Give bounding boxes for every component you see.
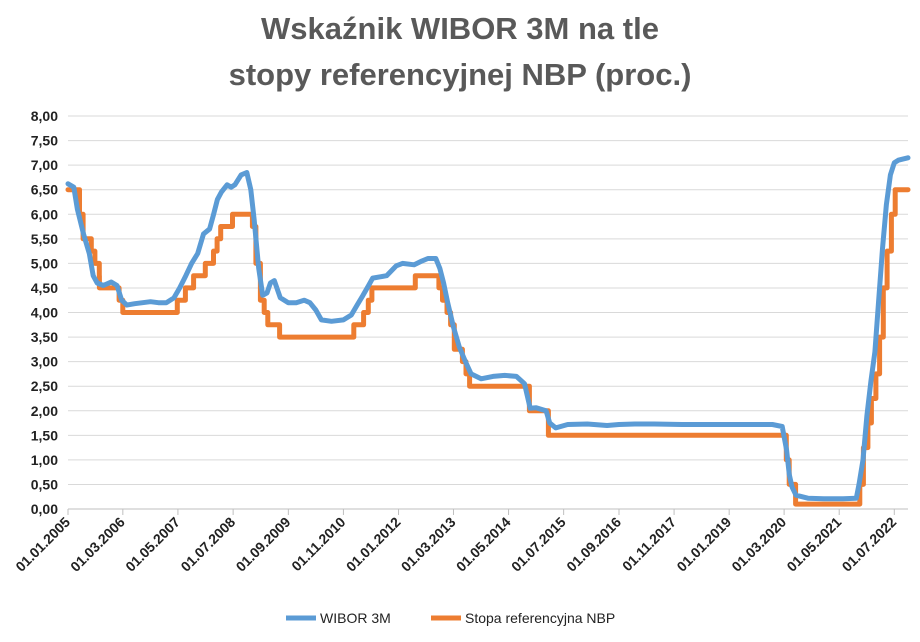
x-tick-label: 01.03.2013 (398, 514, 459, 575)
y-tick-label: 2,00 (31, 403, 58, 419)
y-tick-label: 2,50 (31, 378, 58, 394)
y-tick-label: 1,50 (31, 427, 58, 443)
x-tick-label: 01.03.2006 (67, 514, 128, 575)
legend-item-stopa-referencyjna: Stopa referencyjna NBP (431, 610, 615, 626)
legend-label: Stopa referencyjna NBP (465, 610, 615, 626)
series-line-wibor-3m (65, 155, 911, 502)
y-tick-label: 0,00 (31, 501, 58, 517)
x-tick-label: 01.05.2007 (122, 514, 183, 575)
chart-title-line-2: stopy referencyjnej NBP (proc.) (228, 57, 692, 92)
y-tick-label: 3,50 (31, 329, 58, 345)
chart-title: Wskaźnik WIBOR 3M na tle stopy referency… (0, 6, 920, 98)
gridlines (68, 115, 908, 510)
y-tick-label: 5,50 (31, 231, 58, 247)
x-tick-label: 01.03.2020 (728, 514, 789, 575)
y-tick-label: 7,00 (31, 157, 58, 173)
x-tick-label: 01.07.2015 (508, 514, 569, 575)
x-tick-label: 01.05.2021 (783, 514, 844, 575)
legend-item-wibor-3m: WIBOR 3M (286, 610, 391, 626)
series-lines (65, 155, 911, 507)
x-tick-label: 01.01.2012 (343, 514, 404, 575)
y-tick-label: 5,00 (31, 255, 58, 271)
x-tick-label: 01.01.2005 (12, 514, 73, 575)
y-tick-label: 0,50 (31, 476, 58, 492)
legend: WIBOR 3M Stopa referencyjna NBP (286, 610, 615, 626)
x-tick-label: 01.07.2008 (177, 514, 238, 575)
x-tick-label: 01.07.2022 (839, 514, 900, 575)
x-tick-label: 01.01.2019 (673, 514, 734, 575)
y-tick-label: 6,50 (31, 182, 58, 198)
x-tick-label: 01.09.2016 (563, 514, 624, 575)
y-tick-label: 3,00 (31, 354, 58, 370)
x-axis-tick-marks (67, 509, 895, 515)
y-tick-label: 6,00 (31, 206, 58, 222)
y-tick-label: 4,50 (31, 280, 58, 296)
x-tick-label: 01.09.2009 (233, 514, 294, 575)
y-tick-label: 8,00 (31, 108, 58, 124)
y-axis-ticks: 0,00 0,50 1,00 1,50 2,00 2,50 3,00 3,50 4,00 4,50… (31, 108, 58, 517)
x-axis-labels: 01.01.200501.03.200601.05.200701.07.2008… (12, 514, 899, 575)
series-line-stopa-referencyjna (65, 187, 911, 507)
legend-label: WIBOR 3M (320, 610, 391, 626)
y-tick-label: 4,00 (31, 305, 58, 321)
x-tick-label: 01.11.2017 (619, 514, 679, 574)
chart-title-line-1: Wskaźnik WIBOR 3M na tle (261, 11, 659, 46)
x-tick-label: 01.11.2010 (288, 514, 348, 574)
x-tick-label: 01.05.2014 (453, 514, 514, 575)
y-tick-label: 7,50 (31, 133, 58, 149)
y-tick-label: 1,00 (31, 452, 58, 468)
